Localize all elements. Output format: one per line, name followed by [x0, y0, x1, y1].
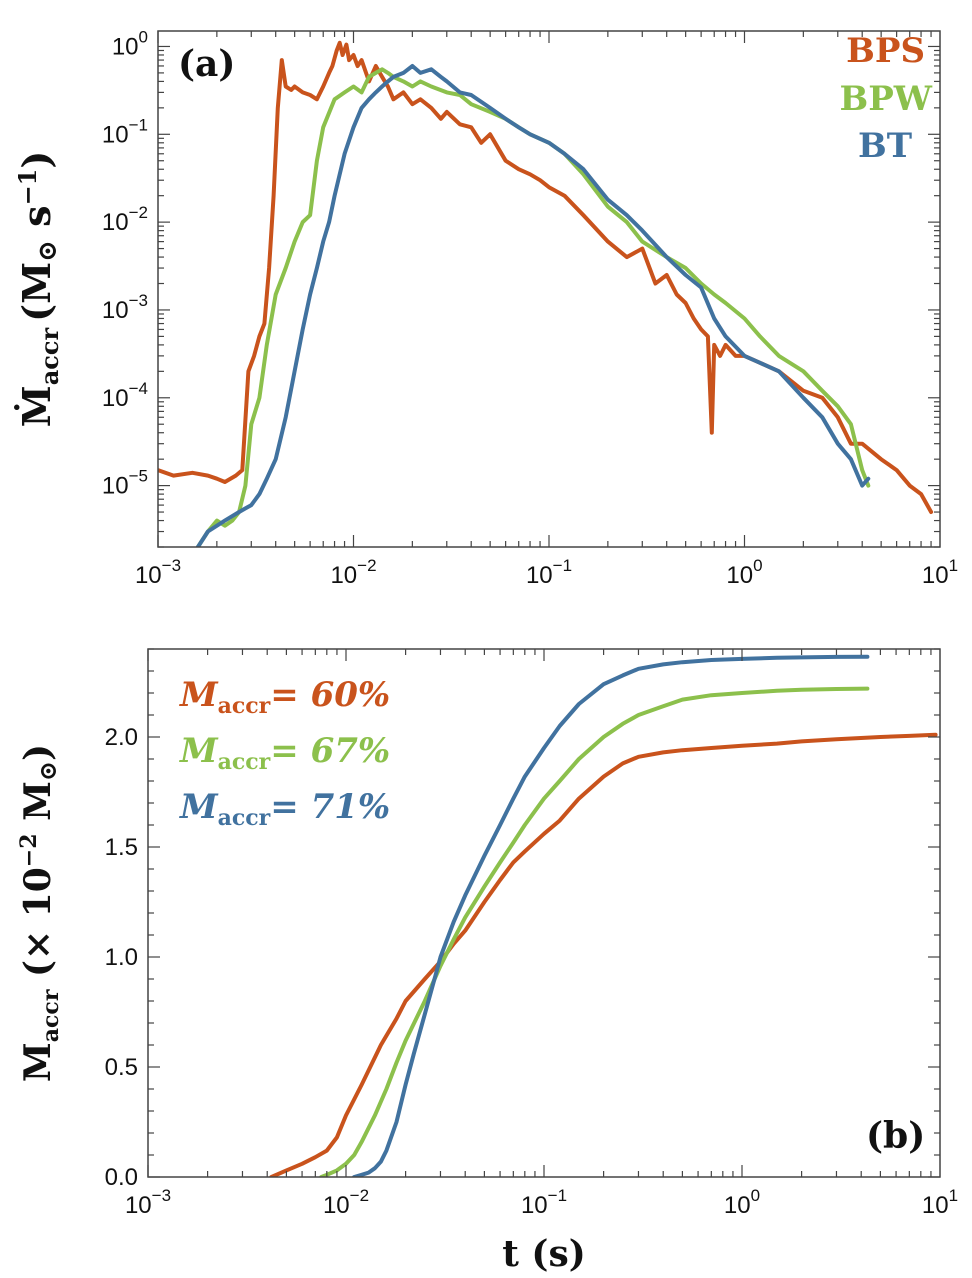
panel-a-y-tick-label: 10−5 [102, 467, 148, 500]
legend-bpw: BPW [840, 79, 933, 119]
panel-a: 10−3 10−2 10−1 100 101 100 10−1 10−2 10−3 10−4 10−… [13, 27, 958, 589]
legend-bps: BPS [846, 31, 925, 71]
panel-b-x-tick-label: 100 [724, 1186, 760, 1219]
panel-b-x-tick-label: 10−3 [125, 1186, 171, 1219]
legend-bpw-fraction: Maccr= 67% [179, 731, 390, 775]
panel-b-series [269, 654, 938, 1177]
legend-bt-fraction: Maccr= 71% [179, 787, 390, 831]
panel-b-ticks [147, 648, 940, 1178]
panel-a-frame [157, 30, 941, 548]
panel-b-y-axis-title: Maccr (× 10−2 M⊙) [16, 744, 64, 1082]
panel-a-series-bt [195, 64, 871, 547]
panel-a-y-axis-title: Ṁaccr(M⊙ s−1) [13, 151, 64, 428]
panel-b-x-tick-label: 101 [922, 1186, 958, 1219]
panel-b-series-bt [352, 654, 870, 1177]
panel-a-series [158, 40, 934, 547]
panel-a-label: (a) [178, 43, 235, 85]
panel-a-y-tick-label: 100 [112, 27, 148, 60]
panel-a-y-tick-label: 10−4 [102, 379, 148, 412]
panel-a-x-tick-label: 10−1 [526, 556, 572, 589]
panel-a-y-tick-label: 10−3 [102, 291, 148, 324]
panel-a-tick-labels: 10−3 10−2 10−1 100 101 100 10−1 10−2 10−3 10−4 10−… [102, 27, 958, 589]
panel-b-y-tick-label: 1.5 [105, 834, 138, 861]
panel-a-series-bpw [195, 67, 871, 547]
panel-b-y-tick-label: 2.0 [105, 724, 138, 751]
panel-b-y-tick-label: 1.0 [105, 944, 138, 971]
panel-a-x-tick-label: 101 [922, 556, 958, 589]
panel-b-legend: Maccr= 60% Maccr= 67% Maccr= 71% [179, 675, 390, 831]
panel-b-x-tick-label: 10−2 [323, 1186, 369, 1219]
panel-b: 10−3 10−2 10−1 100 101 0.0 0.5 1.0 1.5 2.0 (b) Ma… [16, 648, 958, 1275]
panel-a-x-tick-label: 10−3 [135, 556, 181, 589]
legend-bt: BT [858, 126, 912, 166]
panel-a-y-tick-label: 10−2 [102, 203, 148, 236]
panel-a-ticks [157, 31, 940, 548]
panel-b-series-bps [269, 732, 938, 1177]
panel-b-x-axis-title: t (s) [502, 1233, 586, 1275]
panel-a-x-tick-label: 100 [726, 556, 762, 589]
legend-bps-fraction: Maccr= 60% [179, 675, 390, 719]
panel-b-y-tick-label: 0.5 [105, 1054, 138, 1081]
panel-a-y-tick-label: 10−1 [102, 115, 148, 148]
panel-b-tick-labels: 10−3 10−2 10−1 100 101 0.0 0.5 1.0 1.5 2.0 [105, 724, 958, 1219]
panel-b-y-tick-label: 0.0 [105, 1164, 138, 1191]
panel-a-series-bps [158, 40, 934, 514]
panel-b-frame [147, 648, 941, 1178]
panel-b-x-tick-label: 10−1 [521, 1186, 567, 1219]
panel-b-label: (b) [866, 1115, 925, 1157]
panel-b-series-bpw [319, 686, 870, 1177]
panel-a-x-tick-label: 10−2 [330, 556, 376, 589]
